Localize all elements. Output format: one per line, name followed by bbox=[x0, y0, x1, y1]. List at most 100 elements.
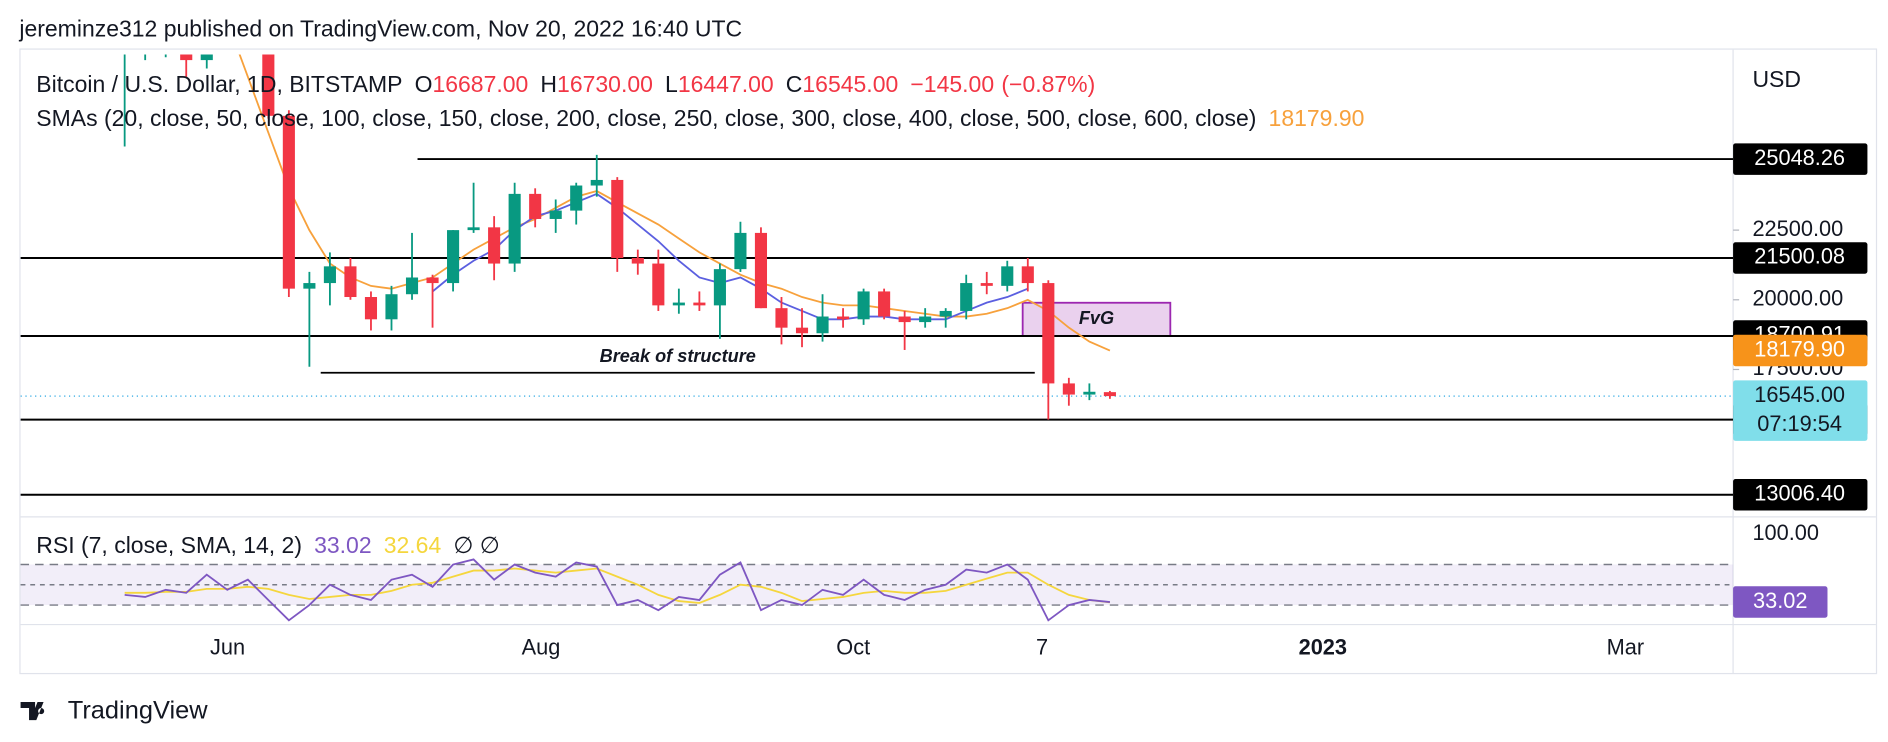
level-label-box bbox=[1733, 478, 1868, 511]
ohlc-key: O bbox=[415, 71, 433, 97]
ohlc-value: 16730.00 bbox=[557, 71, 653, 97]
candle-body bbox=[857, 291, 870, 320]
candle-body bbox=[1021, 266, 1034, 284]
candle-body bbox=[878, 291, 891, 317]
x-tick-label: Mar bbox=[1607, 635, 1644, 660]
ohlc-value: 16687.00 bbox=[432, 71, 528, 97]
candle-body bbox=[693, 302, 706, 306]
candle-body bbox=[262, 54, 275, 116]
candle-body bbox=[713, 269, 726, 306]
x-tick-label: Aug bbox=[522, 635, 561, 660]
candle-body bbox=[447, 230, 460, 284]
ohlc-key: C bbox=[786, 71, 803, 97]
candle-body bbox=[180, 54, 193, 61]
candle-body bbox=[754, 232, 768, 309]
candle-body bbox=[1083, 391, 1096, 395]
rsi-line bbox=[124, 558, 1111, 622]
y-tick-label: 22500.00 bbox=[1752, 216, 1843, 241]
candle-body bbox=[344, 266, 357, 298]
candle-body bbox=[405, 277, 419, 295]
level-label: 21500.08 bbox=[1754, 244, 1845, 269]
candle-body bbox=[960, 283, 973, 311]
rsi-sma-value: 32.64 bbox=[384, 532, 442, 558]
candle-body bbox=[631, 257, 644, 264]
rsi-params: RSI (7, close, SMA, 14, 2) bbox=[36, 532, 302, 558]
ohlc-key: L bbox=[665, 71, 678, 97]
rsi-value: 33.02 bbox=[314, 532, 372, 558]
ohlc-value: 16447.00 bbox=[678, 71, 774, 97]
change-pct: (−0.87%) bbox=[1001, 71, 1095, 97]
sma-axis-label-box bbox=[1733, 334, 1868, 367]
candle-body bbox=[795, 327, 809, 334]
candle-body bbox=[775, 308, 788, 328]
candle-body bbox=[734, 232, 747, 270]
structure-label: Break of structure bbox=[600, 346, 756, 366]
x-tick-label: 7 bbox=[1036, 635, 1048, 660]
candle-body bbox=[980, 283, 993, 286]
ohlc-key: H bbox=[540, 71, 557, 97]
candle-body bbox=[488, 227, 501, 264]
sma-line bbox=[431, 192, 1029, 321]
sma-axis-label: 18179.90 bbox=[1754, 336, 1845, 361]
brand-logo bbox=[20, 702, 45, 721]
candle-body bbox=[570, 185, 583, 211]
candle-body bbox=[303, 283, 316, 289]
sma-legend: SMAs (20, close, 50, close, 100, close, … bbox=[36, 105, 1364, 131]
candle-body bbox=[652, 263, 665, 306]
countdown: 07:19:54 bbox=[1757, 411, 1842, 436]
candle-body bbox=[1042, 283, 1055, 384]
main-pane: FvG Break of structure bbox=[20, 43, 1734, 496]
brand: TradingView bbox=[68, 696, 208, 724]
candle-body bbox=[590, 179, 603, 186]
rsi-na: ∅ ∅ bbox=[453, 532, 499, 558]
candle-body bbox=[837, 316, 850, 320]
x-tick-label: Jun bbox=[210, 635, 245, 660]
level-label-box bbox=[1733, 143, 1868, 175]
sma-line bbox=[238, 54, 1111, 352]
candle-body bbox=[816, 316, 829, 334]
y-tick-label: 20000.00 bbox=[1752, 286, 1843, 311]
candle-body bbox=[426, 277, 439, 284]
candle-body bbox=[1103, 392, 1116, 397]
rsi-axis-box bbox=[1733, 586, 1828, 618]
candle-body bbox=[1062, 383, 1075, 395]
level-label: 25048.26 bbox=[1754, 145, 1845, 170]
ohlc-value: 16545.00 bbox=[802, 71, 898, 97]
candle-body bbox=[611, 179, 624, 258]
x-tick-label: 2023 bbox=[1299, 635, 1347, 660]
candle-body bbox=[529, 193, 542, 219]
candle-body bbox=[200, 54, 213, 61]
legend-row: Bitcoin / U.S. Dollar, 1D, BITSTAMP O1668… bbox=[36, 71, 1095, 97]
sma-value: 18179.90 bbox=[1269, 105, 1365, 131]
currency: USD bbox=[1752, 66, 1801, 92]
fvg-label: FvG bbox=[1079, 308, 1114, 328]
last-price-label: 16545.00 bbox=[1754, 382, 1845, 407]
candle-body bbox=[139, 43, 151, 49]
candle-body bbox=[508, 193, 521, 264]
candle-body bbox=[939, 310, 952, 317]
candle-body bbox=[898, 316, 911, 323]
symbol: Bitcoin / U.S. Dollar, 1D, BITSTAMP bbox=[36, 71, 402, 97]
rsi-tick-label: 100.00 bbox=[1752, 520, 1819, 545]
candle-body bbox=[385, 294, 398, 320]
rsi-pane bbox=[20, 558, 1734, 622]
candle-body bbox=[364, 297, 378, 320]
chart-frame bbox=[19, 48, 1878, 675]
candle-body bbox=[467, 227, 480, 231]
rsi-axis-label: 33.02 bbox=[1753, 588, 1807, 613]
candle-body bbox=[549, 210, 562, 219]
level-label-box bbox=[1733, 242, 1868, 274]
candle-body bbox=[1001, 266, 1014, 286]
candle-body bbox=[919, 316, 932, 323]
price-axis: 22500.0020000.0017500.0025048.2621500.08… bbox=[1733, 143, 1868, 618]
change: −145.00 bbox=[910, 71, 994, 97]
byline: jereminze312 published on TradingView.co… bbox=[18, 15, 742, 41]
candle-body bbox=[323, 266, 336, 284]
last-price-label-box bbox=[1733, 380, 1868, 441]
rsi-legend: RSI (7, close, SMA, 14, 2) 33.02 32.64 ∅ ∅ bbox=[36, 532, 500, 558]
x-tick-label: Oct bbox=[836, 635, 870, 660]
level-label: 13006.40 bbox=[1754, 480, 1845, 505]
candle-body bbox=[282, 115, 295, 289]
